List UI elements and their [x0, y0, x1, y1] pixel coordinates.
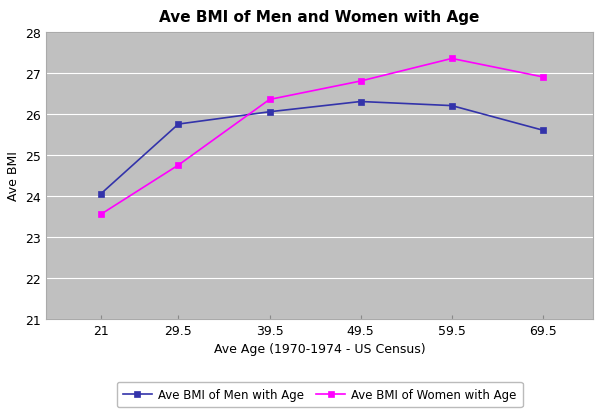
X-axis label: Ave Age (1970-1974 - US Census): Ave Age (1970-1974 - US Census) [214, 342, 425, 355]
Ave BMI of Men with Age [97, 192, 104, 197]
Ave BMI of Women with Age [539, 75, 547, 80]
Line: Ave BMI of Women with Age: Ave BMI of Women with Age [98, 56, 546, 218]
Ave BMI of Men with Age [266, 110, 273, 115]
Ave BMI of Men with Age [448, 104, 455, 109]
Ave BMI of Men with Age [357, 100, 364, 105]
Legend: Ave BMI of Men with Age, Ave BMI of Women with Age: Ave BMI of Men with Age, Ave BMI of Wome… [117, 382, 523, 407]
Title: Ave BMI of Men and Women with Age: Ave BMI of Men and Women with Age [160, 10, 480, 25]
Y-axis label: Ave BMI: Ave BMI [7, 151, 20, 201]
Ave BMI of Men with Age [539, 128, 547, 133]
Ave BMI of Women with Age [357, 79, 364, 84]
Line: Ave BMI of Men with Age: Ave BMI of Men with Age [98, 99, 546, 197]
Ave BMI of Women with Age [97, 212, 104, 217]
Ave BMI of Women with Age [448, 57, 455, 62]
Ave BMI of Women with Age [266, 98, 273, 103]
Ave BMI of Men with Age [175, 122, 182, 127]
Ave BMI of Women with Age [175, 163, 182, 168]
